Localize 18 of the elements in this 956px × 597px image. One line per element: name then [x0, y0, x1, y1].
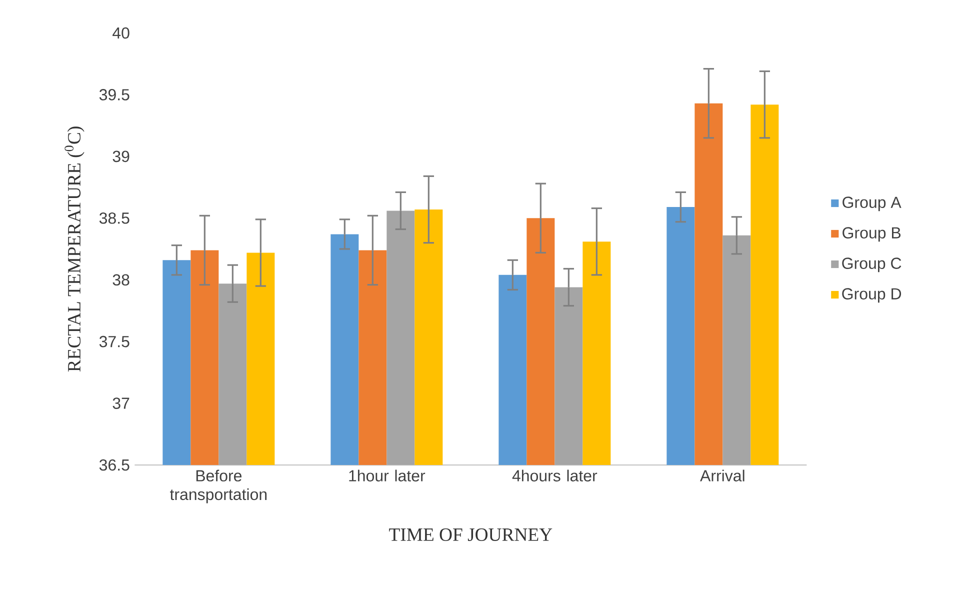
legend-label: Group D [842, 288, 902, 303]
y-tick-label: 37.5 [99, 336, 130, 348]
legend-label: Group C [842, 258, 902, 272]
x-axis-title: TIME OF JOURNEY [389, 528, 552, 541]
x-tick-label: 4hours later [512, 470, 598, 482]
y-axis-title: RECTAL TEMPERATURE ($^{0}$C) [64, 126, 84, 372]
x-tick-label: Before transportation [170, 470, 267, 504]
y-tick-label: 39 [112, 150, 130, 162]
y-tick-label: 38.5 [99, 212, 130, 224]
y-tick-label: 36.5 [99, 459, 130, 471]
y-tick-label: 37 [112, 398, 130, 409]
y-tick-label: 40 [112, 27, 130, 39]
legend-label: Group B [842, 227, 901, 242]
x-tick-label: 1hour later [349, 470, 426, 482]
y-tick-label: 39.5 [99, 89, 130, 100]
y-tick-label: 38 [112, 274, 130, 286]
legend-label: Group A [842, 196, 902, 212]
x-tick-label: Arrival [700, 470, 744, 482]
